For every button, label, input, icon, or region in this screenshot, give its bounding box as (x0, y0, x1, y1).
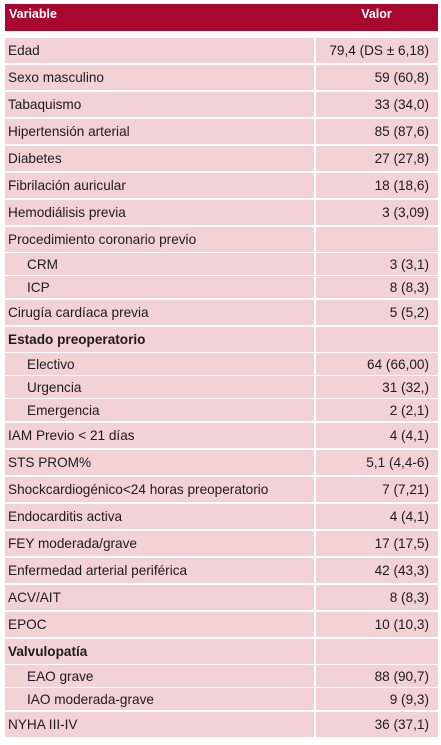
row-value: 9 (9,3) (314, 687, 438, 711)
row-label: EPOC (5, 610, 315, 638)
row-label: Valvulopatía (5, 637, 315, 665)
sub-row: Emergencia 2 (2,1) (5, 398, 438, 422)
table-row: Enfermedad arterial periférica 42 (43,3) (5, 556, 438, 584)
sub-row: ICP 8 (8,3) (5, 275, 438, 299)
row-value: 17 (17,5) (314, 529, 438, 557)
row-value: 64 (66,00) (314, 352, 438, 376)
row-value: 85 (87,6) (314, 117, 438, 145)
row-value (314, 325, 438, 353)
table-row: Procedimiento coronario previo (5, 225, 438, 253)
row-value: 59 (60,8) (314, 63, 438, 91)
section-header-row: Estado preoperatorio (5, 325, 438, 353)
row-label: Edad (5, 38, 315, 64)
row-value: 7 (7,21) (314, 475, 438, 503)
row-label: NYHA III-IV (5, 710, 315, 737)
row-label: IAO moderada-grave (5, 687, 315, 711)
row-value: 18 (18,6) (314, 171, 438, 199)
table-row: Cirugía cardíaca previa 5 (5,2) (5, 298, 438, 326)
row-value: 5,1 (4,4-6) (314, 448, 438, 476)
table-row: Tabaquismo 33 (34,0) (5, 90, 438, 118)
row-value: 8 (8,3) (314, 583, 438, 611)
row-value: 4 (4,1) (314, 502, 438, 530)
row-label: Enfermedad arterial periférica (5, 556, 315, 584)
row-value: 31 (32,) (314, 375, 438, 399)
table-body: Edad 79,4 (DS ± 6,18) Sexo masculino 59 (60… (5, 38, 438, 737)
row-label: Urgencia (5, 375, 315, 399)
row-label: Emergencia (5, 398, 315, 422)
table-row: Sexo masculino 59 (60,8) (5, 63, 438, 91)
data-table: Variable Valor Edad 79,4 (DS ± 6,18) Sexo … (5, 4, 438, 737)
table-row: FEY moderada/grave 17 (17,5) (5, 529, 438, 557)
row-value (314, 637, 438, 665)
sub-row: Urgencia 31 (32,) (5, 375, 438, 399)
row-value: 2 (2,1) (314, 398, 438, 422)
table-row: Edad 79,4 (DS ± 6,18) (5, 38, 438, 64)
row-label: FEY moderada/grave (5, 529, 315, 557)
row-value: 42 (43,3) (314, 556, 438, 584)
row-label: IAM Previo < 21 días (5, 421, 315, 449)
row-value: 4 (4,1) (314, 421, 438, 449)
sub-row: Electivo 64 (66,00) (5, 352, 438, 376)
sub-row: CRM 3 (3,1) (5, 252, 438, 276)
section-header-row: Valvulopatía (5, 637, 438, 665)
sub-row: EAO grave 88 (90,7) (5, 664, 438, 688)
row-label: Hemodiálisis previa (5, 198, 315, 226)
table-row: Hipertensión arterial 85 (87,6) (5, 117, 438, 145)
table-row: Endocarditis activa 4 (4,1) (5, 502, 438, 530)
row-label: Shockcardiogénico<24 horas preoperatorio (5, 475, 315, 503)
column-header-value: Valor (315, 4, 438, 31)
row-label: Hipertensión arterial (5, 117, 315, 145)
row-value: 79,4 (DS ± 6,18) (314, 38, 438, 64)
table-row: IAM Previo < 21 días 4 (4,1) (5, 421, 438, 449)
row-label: STS PROM% (5, 448, 315, 476)
row-value: 36 (37,1) (314, 710, 438, 737)
row-label: ACV/AIT (5, 583, 315, 611)
row-value: 5 (5,2) (314, 298, 438, 326)
row-label: Fibrilación auricular (5, 171, 315, 199)
table-row: EPOC 10 (10,3) (5, 610, 438, 638)
table-row: NYHA III-IV 36 (37,1) (5, 710, 438, 737)
row-value: 3 (3,09) (314, 198, 438, 226)
row-label: CRM (5, 252, 315, 276)
row-label: Sexo masculino (5, 63, 315, 91)
row-label: Tabaquismo (5, 90, 315, 118)
table-header: Variable Valor (5, 4, 438, 38)
row-label: Cirugía cardíaca previa (5, 298, 315, 326)
row-label: EAO grave (5, 664, 315, 688)
row-label: Estado preoperatorio (5, 325, 315, 353)
row-label: Diabetes (5, 144, 315, 172)
table-row: Fibrilación auricular 18 (18,6) (5, 171, 438, 199)
row-label: ICP (5, 275, 315, 299)
row-value: 33 (34,0) (314, 90, 438, 118)
table-row: STS PROM% 5,1 (4,4-6) (5, 448, 438, 476)
row-label: Endocarditis activa (5, 502, 315, 530)
table-row: Shockcardiogénico<24 horas preoperatorio… (5, 475, 438, 503)
row-label: Procedimiento coronario previo (5, 225, 315, 253)
sub-row: IAO moderada-grave 9 (9,3) (5, 687, 438, 711)
column-header-variable: Variable (5, 4, 315, 31)
row-label: Electivo (5, 352, 315, 376)
row-value: 8 (8,3) (314, 275, 438, 299)
table-row: Diabetes 27 (27,8) (5, 144, 438, 172)
row-value: 88 (90,7) (314, 664, 438, 688)
table-row: Hemodiálisis previa 3 (3,09) (5, 198, 438, 226)
row-value (314, 225, 438, 253)
table-row: ACV/AIT 8 (8,3) (5, 583, 438, 611)
row-value: 27 (27,8) (314, 144, 438, 172)
row-value: 3 (3,1) (314, 252, 438, 276)
row-value: 10 (10,3) (314, 610, 438, 638)
